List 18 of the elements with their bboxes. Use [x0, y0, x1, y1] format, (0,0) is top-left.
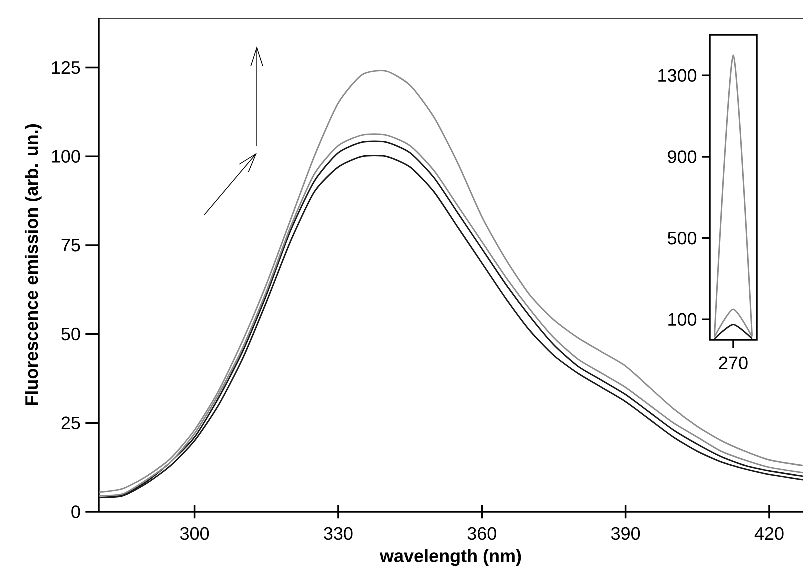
y-tick-label: 100 — [668, 313, 697, 326]
y-tick-label: 500 — [668, 232, 697, 245]
x-tick-label: 330 — [324, 527, 353, 540]
x-tick-label: 270 — [719, 356, 748, 370]
y-tick-label: 75 — [62, 239, 80, 252]
y-tick-label: 50 — [62, 328, 80, 341]
x-axis-title: wavelength (nm) — [380, 549, 522, 566]
x-tick-label: 420 — [754, 527, 784, 540]
y-axis-title: Fluorescence emission (arb. un.) — [24, 124, 42, 406]
y-tick-label: 1300 — [658, 69, 697, 82]
x-tick-label: 300 — [180, 527, 210, 540]
y-tick-label: 25 — [62, 416, 80, 430]
y-tick-label: 100 — [52, 150, 80, 163]
x-tick-label: 360 — [468, 527, 496, 540]
y-tick-label: 125 — [52, 61, 80, 74]
y-tick-label: 900 — [668, 150, 697, 164]
x-tick-label: 390 — [611, 527, 640, 540]
y-tick-label: 0 — [72, 506, 80, 518]
